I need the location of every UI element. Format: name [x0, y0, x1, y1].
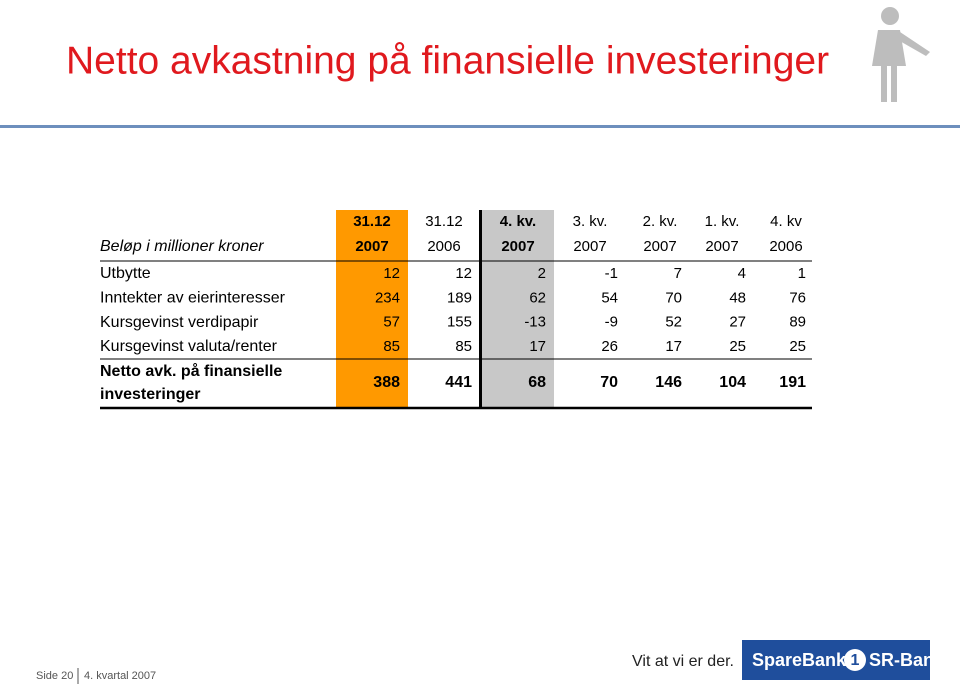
row-label: Netto avk. på finansielle	[100, 362, 282, 380]
cell: 85	[455, 338, 472, 355]
title-rule	[0, 125, 960, 128]
unit-label: Beløp i millioner kroner	[100, 238, 264, 255]
cell: 17	[665, 338, 682, 355]
logo-text: 1	[851, 652, 860, 669]
cell: 57	[383, 314, 400, 331]
column-header: 3. kv.	[573, 213, 608, 230]
column-header: 2007	[573, 238, 606, 255]
cell: -9	[605, 314, 618, 331]
row-label: Kursgevinst verdipapir	[100, 314, 259, 331]
cell: 189	[447, 289, 472, 306]
cell: 89	[789, 314, 806, 331]
column-header: 2007	[705, 238, 738, 255]
cell: 76	[789, 289, 806, 306]
cell: 17	[529, 338, 546, 355]
cell: 70	[600, 374, 618, 391]
cell: 4	[738, 265, 746, 282]
column-header: 2007	[355, 238, 388, 255]
column-header: 31.12	[425, 213, 463, 230]
cell: 146	[655, 374, 682, 391]
cell: 70	[665, 289, 682, 306]
column-header: 1. kv.	[705, 213, 740, 230]
logo-box	[742, 640, 930, 680]
column-header: 2006	[427, 238, 460, 255]
column-header: 2007	[501, 238, 534, 255]
row-label: Kursgevinst valuta/renter	[100, 338, 278, 355]
cell: 2	[538, 265, 546, 282]
cell: 25	[789, 338, 806, 355]
row-label: Inntekter av eierinteresser	[100, 290, 286, 307]
cell: 7	[674, 265, 682, 282]
cell: 25	[729, 338, 746, 355]
column-header: 4. kv	[770, 213, 802, 230]
column-header: 4. kv.	[500, 213, 536, 230]
cell: 52	[665, 314, 682, 331]
cell: 388	[373, 374, 400, 391]
logo-text: SpareBank	[752, 650, 847, 670]
period: 4. kvartal 2007	[84, 670, 156, 682]
page-number: Side 20	[36, 670, 73, 682]
cell: 27	[729, 314, 746, 331]
cell: -13	[524, 314, 546, 331]
highlight-column	[336, 210, 408, 408]
row-label: Utbytte	[100, 265, 151, 282]
cell: 26	[601, 338, 618, 355]
column-header: 31.12	[353, 213, 391, 230]
row-label: investeringer	[100, 386, 200, 403]
cell: 68	[528, 374, 546, 391]
column-divider	[479, 210, 482, 408]
cell: 48	[729, 289, 746, 306]
column-header: 2. kv.	[643, 213, 678, 230]
cell: 54	[601, 289, 618, 306]
cell: 441	[445, 374, 472, 391]
cell: 104	[719, 374, 746, 391]
logo-text: SR-Bank	[869, 650, 945, 670]
figure-icon	[872, 7, 930, 102]
cell: 1	[798, 265, 806, 282]
cell: 85	[383, 338, 400, 355]
cell: 155	[447, 314, 472, 331]
logo-mark	[844, 649, 866, 671]
cell: 191	[779, 374, 806, 391]
column-header: 2006	[769, 238, 802, 255]
slogan: Vit at vi er der.	[632, 653, 734, 670]
highlight-column	[482, 210, 554, 408]
slide-title: Netto avkastning på finansielle invester…	[66, 39, 829, 82]
cell: -1	[605, 265, 618, 282]
column-header: 2007	[643, 238, 676, 255]
cell: 234	[375, 289, 400, 306]
cell: 12	[383, 265, 400, 282]
cell: 62	[529, 289, 546, 306]
cell: 12	[455, 265, 472, 282]
